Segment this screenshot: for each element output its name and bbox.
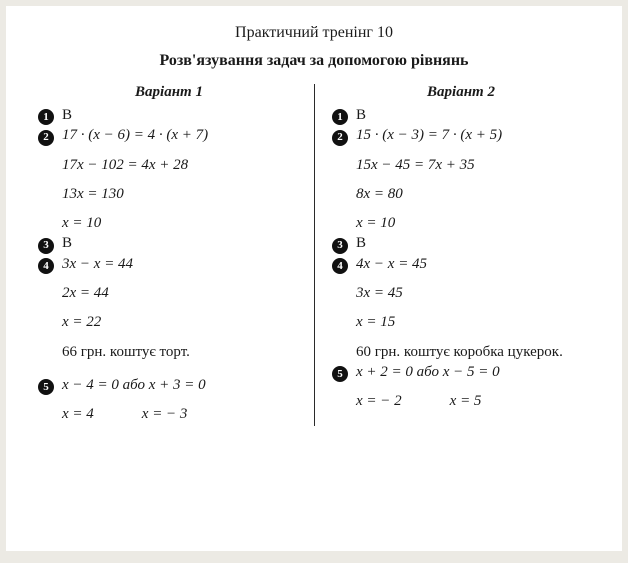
worksheet-page: Практичний тренінг 10 Розв'язування зада…	[6, 6, 622, 551]
v1-q1-answer: В	[62, 107, 72, 124]
bullet-1-icon: 1	[38, 109, 54, 125]
v1-q1: 1 В	[38, 107, 300, 124]
v2-q4: 4 4x − x = 45	[332, 256, 590, 273]
v1-q5: 5 x − 4 = 0 або x + 3 = 0	[38, 377, 300, 394]
v1-q5-line1: x − 4 = 0 або x + 3 = 0	[62, 377, 206, 394]
columns-wrapper: Варіант 1 1 В 2 17 · (x − 6) = 4 · (x + …	[30, 84, 598, 426]
v1-q4-result: 66 грн. коштує торт.	[38, 344, 300, 361]
v2-q2: 2 15 · (x − 3) = 7 · (x + 5)	[332, 127, 590, 144]
bullet-3-icon: 3	[332, 238, 348, 254]
v1-q4-line1: 3x − x = 44	[62, 256, 133, 273]
v1-q2-line3: 13x = 130	[38, 186, 300, 203]
v2-q1: 1 В	[332, 107, 590, 124]
v2-q4-result: 60 грн. коштує коробка цуке­рок.	[332, 344, 590, 361]
v1-q2: 2 17 · (x − 6) = 4 · (x + 7)	[38, 127, 300, 144]
v1-q3: 3 В	[38, 235, 300, 252]
v2-q3-answer: В	[356, 235, 366, 252]
v2-q1-answer: В	[356, 107, 366, 124]
v1-q2-line4: x = 10	[38, 215, 300, 232]
v2-q2-line3: 8x = 80	[332, 186, 590, 203]
v1-q5-ans1: x = 4	[62, 406, 94, 423]
v2-q2-line2: 15x − 45 = 7x + 35	[332, 157, 590, 174]
v2-q4-line2: 3x = 45	[332, 285, 590, 302]
variant-2-column: Варіант 2 1 В 2 15 · (x − 3) = 7 · (x + …	[314, 84, 598, 426]
v1-q5-ans2: x = − 3	[142, 406, 188, 423]
v2-q4-line3: x = 15	[332, 314, 590, 331]
bullet-4-icon: 4	[38, 258, 54, 274]
page-subtitle: Розв'язування задач за допомогою рівнянь	[30, 52, 598, 70]
v2-q5-ans2: x = 5	[450, 393, 482, 410]
v1-q5-answers: x = 4 x = − 3	[38, 406, 300, 423]
v2-q2-line4: x = 10	[332, 215, 590, 232]
bullet-2-icon: 2	[38, 130, 54, 146]
bullet-4-icon: 4	[332, 258, 348, 274]
bullet-1-icon: 1	[332, 109, 348, 125]
v2-q5-answers: x = − 2 x = 5	[332, 393, 590, 410]
v2-q3: 3 В	[332, 235, 590, 252]
v1-q4-line3: x = 22	[38, 314, 300, 331]
v2-q4-line1: 4x − x = 45	[356, 256, 427, 273]
v1-q2-line1: 17 · (x − 6) = 4 · (x + 7)	[62, 127, 208, 144]
v2-q2-line1: 15 · (x − 3) = 7 · (x + 5)	[356, 127, 502, 144]
variant-1-column: Варіант 1 1 В 2 17 · (x − 6) = 4 · (x + …	[30, 84, 314, 426]
page-title: Практичний тренінг 10	[30, 24, 598, 42]
v1-q4-line2: 2x = 44	[38, 285, 300, 302]
v1-q2-line2: 17x − 102 = 4x + 28	[38, 157, 300, 174]
v2-q5-ans1: x = − 2	[356, 393, 402, 410]
bullet-2-icon: 2	[332, 130, 348, 146]
v2-q5: 5 x + 2 = 0 або x − 5 = 0	[332, 364, 590, 381]
variant-1-header: Варіант 1	[38, 84, 300, 101]
variant-2-header: Варіант 2	[332, 84, 590, 101]
bullet-5-icon: 5	[38, 379, 54, 395]
column-divider	[314, 84, 315, 426]
bullet-5-icon: 5	[332, 366, 348, 382]
v2-q5-line1: x + 2 = 0 або x − 5 = 0	[356, 364, 500, 381]
bullet-3-icon: 3	[38, 238, 54, 254]
v1-q3-answer: В	[62, 235, 72, 252]
v1-q4: 4 3x − x = 44	[38, 256, 300, 273]
